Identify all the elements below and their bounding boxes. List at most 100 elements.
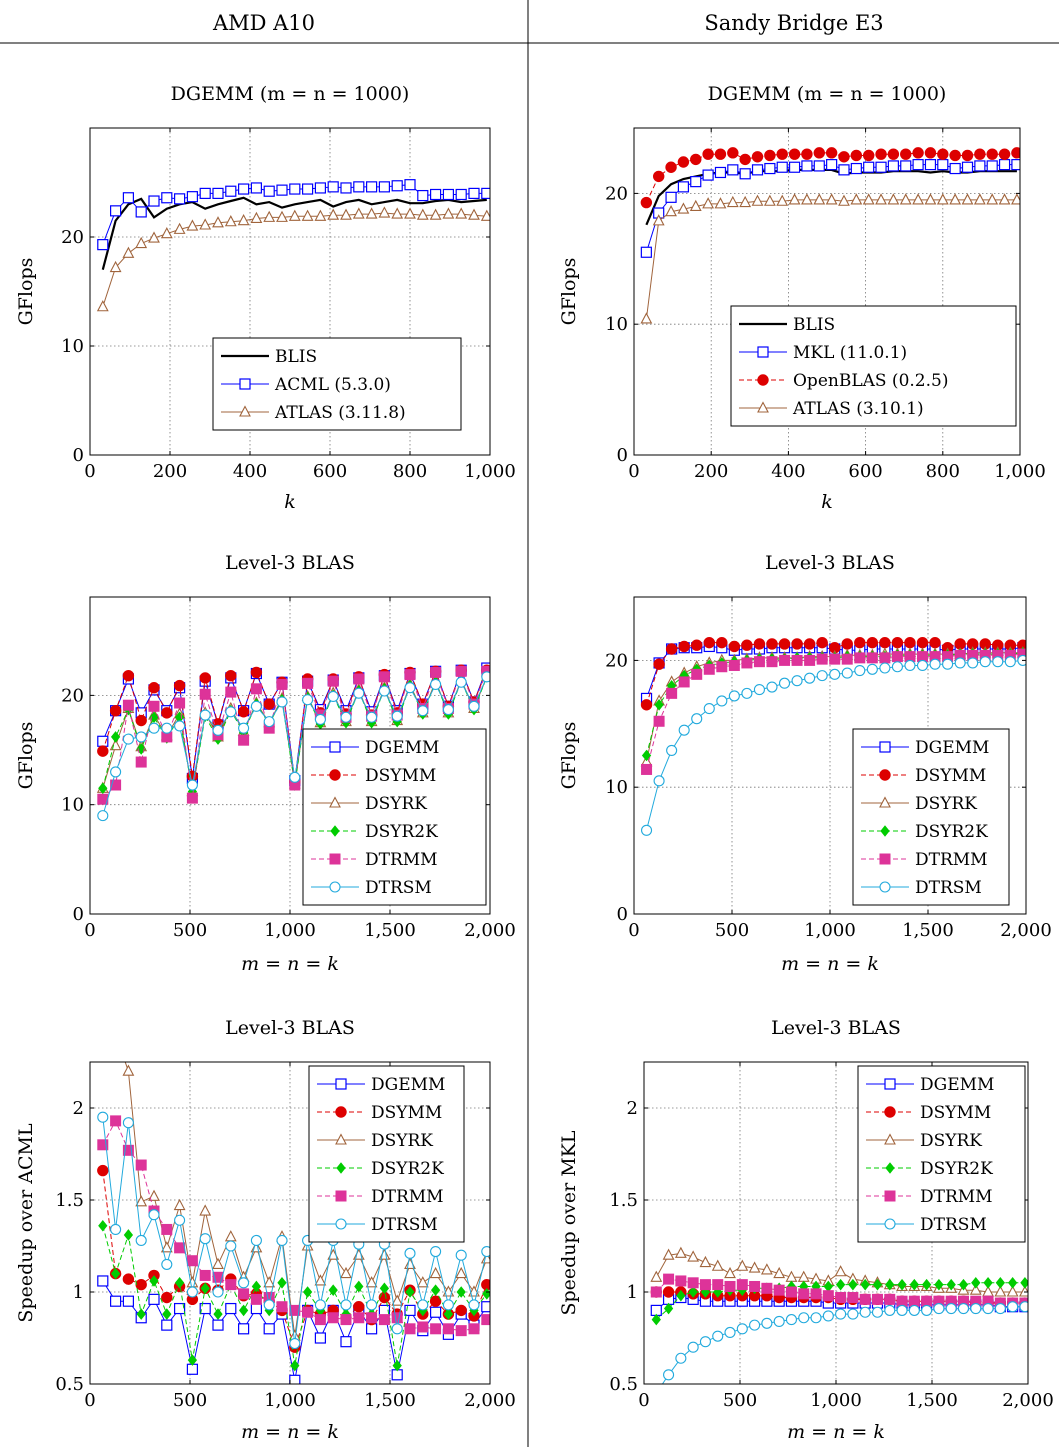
data-point [340, 1314, 352, 1326]
data-point [481, 671, 490, 683]
data-point [979, 656, 991, 668]
data-point [714, 148, 727, 160]
data-point [929, 658, 941, 670]
data-point [961, 161, 974, 173]
data-point [829, 668, 841, 680]
data-point [250, 211, 263, 224]
data-point [404, 682, 416, 694]
data-point [776, 148, 788, 160]
data-point [481, 1301, 490, 1313]
chart-panel-5: Level-3 BLAS 0 500 1,000 1,500 2,000 0.5 1 1.5 2 m… [558, 1017, 1054, 1443]
data-point [703, 663, 715, 675]
data-point [949, 193, 962, 205]
data-point [148, 1293, 160, 1305]
data-point [352, 207, 365, 219]
data-point [263, 1276, 276, 1288]
data-point [224, 1230, 237, 1242]
data-point [148, 1189, 160, 1201]
data-point [429, 1266, 442, 1279]
x-tick-label: 1,000 [994, 461, 1046, 482]
data-point [816, 670, 828, 682]
data-point [173, 679, 186, 692]
data-point [149, 711, 159, 724]
data-point [160, 227, 173, 239]
data-point [749, 1319, 761, 1331]
data-point [186, 792, 198, 804]
series-line-2 [102, 212, 487, 307]
data-point [663, 1273, 675, 1285]
legend-label-2: DSYRK [920, 1131, 982, 1151]
data-point [946, 1278, 956, 1291]
legend: DGEMM DSYMM DSYRK DSYR2K DTRMM DTRSM [857, 1065, 1026, 1243]
data-point [149, 1275, 159, 1287]
legend-label-4: DTRMM [365, 850, 438, 870]
data-point [904, 636, 916, 649]
data-point [97, 1111, 109, 1123]
x-axis-label: m = n = k [787, 1421, 885, 1443]
data-point [97, 810, 109, 822]
data-point [749, 1280, 761, 1292]
data-point [238, 722, 250, 734]
data-point [302, 694, 314, 706]
data-point [891, 636, 904, 649]
data-point [250, 700, 262, 712]
column-header-amd: AMD A10 [212, 11, 315, 35]
data-point [748, 1261, 761, 1273]
data-point [640, 699, 653, 711]
data-point [986, 148, 998, 160]
data-point [871, 1293, 883, 1305]
series-layer [97, 1062, 490, 1384]
data-point [973, 193, 986, 205]
data-point [838, 194, 850, 206]
legend-label-3: DSYR2K [365, 822, 438, 842]
y-tick-label: 20 [605, 183, 628, 204]
y-tick-label: 20 [605, 650, 628, 671]
data-point [314, 713, 326, 725]
legend-marker-2 [879, 796, 891, 808]
data-point [974, 160, 986, 172]
data-point [110, 1115, 122, 1127]
data-point [866, 652, 878, 664]
data-point [212, 1257, 224, 1269]
data-point [98, 782, 108, 795]
data-point [739, 153, 751, 166]
data-point [237, 706, 250, 718]
data-point [314, 1299, 326, 1311]
legend-label-3: DSYR2K [920, 1159, 993, 1179]
y-tick-label: 1.5 [609, 1190, 638, 1211]
data-point [263, 1299, 275, 1311]
data-point [924, 147, 937, 159]
legend-label-0: BLIS [793, 315, 835, 335]
data-point [653, 658, 665, 670]
legend-label-3: DSYR2K [371, 1159, 444, 1179]
data-point [122, 1273, 135, 1285]
x-tick-label: 1,000 [804, 920, 856, 941]
data-point [929, 636, 941, 649]
data-point [224, 215, 237, 227]
data-point [703, 636, 715, 649]
data-point [854, 664, 866, 677]
data-point [998, 148, 1011, 160]
data-point [290, 1359, 300, 1372]
data-point [122, 733, 134, 745]
data-point [702, 169, 714, 181]
data-point [665, 161, 677, 173]
data-point [455, 188, 467, 201]
data-point [1007, 1301, 1019, 1313]
data-point [225, 686, 237, 698]
data-point [676, 1289, 686, 1302]
data-point [766, 638, 778, 650]
data-point [314, 1332, 326, 1344]
data-point [174, 1214, 186, 1226]
data-point [110, 779, 122, 791]
data-point [327, 690, 339, 703]
data-point [378, 1314, 390, 1326]
data-point [122, 1295, 135, 1307]
data-point [136, 1308, 146, 1320]
data-point [212, 724, 224, 736]
data-point [854, 636, 866, 649]
data-point [662, 1286, 675, 1298]
data-point [468, 700, 480, 712]
data-point [954, 657, 966, 669]
data-point [822, 1290, 834, 1302]
